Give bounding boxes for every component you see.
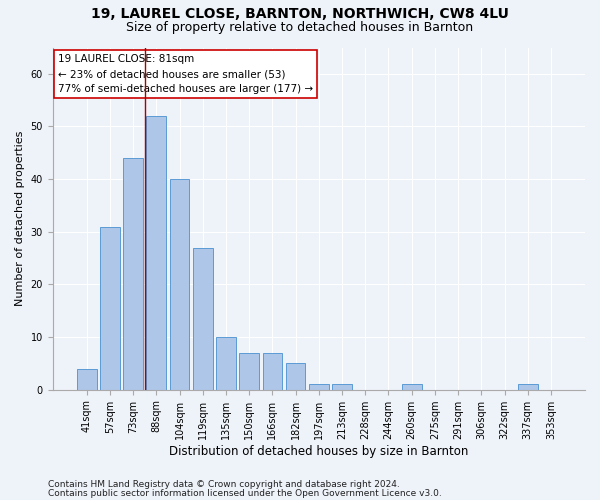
Text: Contains public sector information licensed under the Open Government Licence v3: Contains public sector information licen… xyxy=(48,488,442,498)
Y-axis label: Number of detached properties: Number of detached properties xyxy=(15,131,25,306)
Bar xyxy=(193,248,212,390)
Bar xyxy=(123,158,143,390)
Bar xyxy=(332,384,352,390)
Bar xyxy=(146,116,166,390)
Bar xyxy=(518,384,538,390)
Bar xyxy=(239,353,259,390)
Bar xyxy=(100,226,120,390)
Text: 19, LAUREL CLOSE, BARNTON, NORTHWICH, CW8 4LU: 19, LAUREL CLOSE, BARNTON, NORTHWICH, CW… xyxy=(91,8,509,22)
X-axis label: Distribution of detached houses by size in Barnton: Distribution of detached houses by size … xyxy=(169,444,469,458)
Bar xyxy=(170,179,190,390)
Bar xyxy=(216,337,236,390)
Bar xyxy=(263,353,282,390)
Text: Contains HM Land Registry data © Crown copyright and database right 2024.: Contains HM Land Registry data © Crown c… xyxy=(48,480,400,489)
Text: 19 LAUREL CLOSE: 81sqm
← 23% of detached houses are smaller (53)
77% of semi-det: 19 LAUREL CLOSE: 81sqm ← 23% of detached… xyxy=(58,54,313,94)
Bar xyxy=(77,368,97,390)
Bar xyxy=(402,384,422,390)
Text: Size of property relative to detached houses in Barnton: Size of property relative to detached ho… xyxy=(127,21,473,34)
Bar xyxy=(286,364,305,390)
Bar xyxy=(309,384,329,390)
